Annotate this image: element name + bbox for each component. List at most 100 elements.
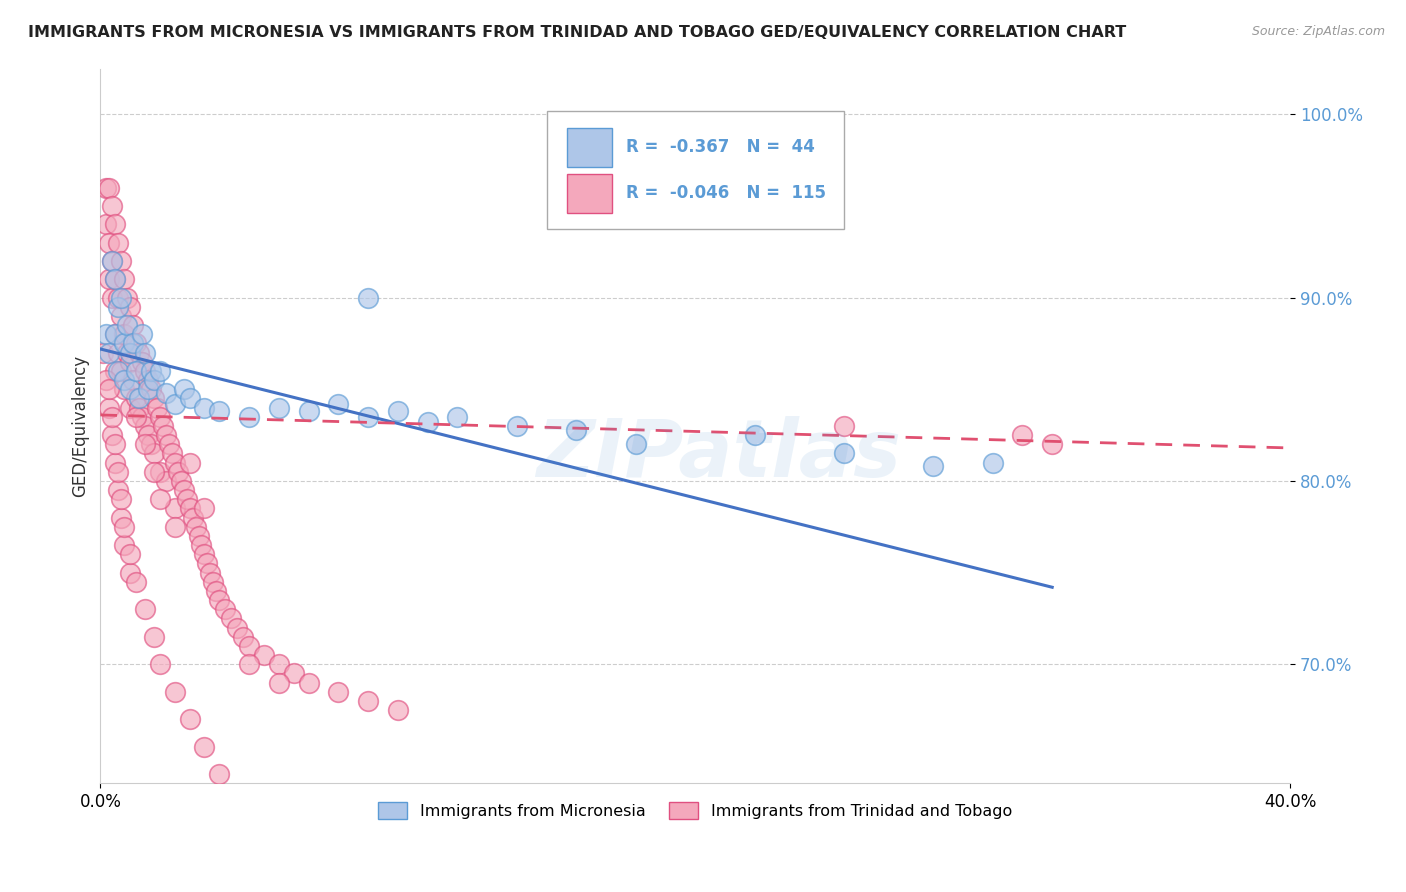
Point <box>173 483 195 497</box>
Point <box>112 373 135 387</box>
Point <box>98 180 121 194</box>
Point <box>98 235 121 250</box>
Point <box>149 465 172 479</box>
Point <box>107 465 129 479</box>
Point <box>238 639 260 653</box>
Point <box>104 364 127 378</box>
Point <box>125 392 148 406</box>
Point <box>107 345 129 359</box>
Point <box>142 465 165 479</box>
Point <box>922 459 945 474</box>
Point <box>107 364 129 378</box>
Point <box>155 386 177 401</box>
Point <box>297 675 319 690</box>
Text: IMMIGRANTS FROM MICRONESIA VS IMMIGRANTS FROM TRINIDAD AND TOBAGO GED/EQUIVALENC: IMMIGRANTS FROM MICRONESIA VS IMMIGRANTS… <box>28 25 1126 40</box>
Y-axis label: GED/Equivalency: GED/Equivalency <box>72 355 89 497</box>
Point <box>387 703 409 717</box>
Point <box>107 483 129 497</box>
Point <box>179 456 201 470</box>
Point <box>142 630 165 644</box>
Point <box>128 392 150 406</box>
Point <box>832 419 855 434</box>
Point <box>328 684 350 698</box>
Point <box>122 373 145 387</box>
Point <box>238 409 260 424</box>
Point <box>166 465 188 479</box>
Point <box>128 401 150 415</box>
Point <box>163 501 186 516</box>
Point <box>146 401 169 415</box>
Point <box>163 456 186 470</box>
Point <box>104 272 127 286</box>
Point <box>115 318 138 333</box>
Point <box>134 419 156 434</box>
Point <box>96 217 118 231</box>
Point <box>160 446 183 460</box>
Point <box>125 574 148 589</box>
Point <box>125 336 148 351</box>
Point <box>96 373 118 387</box>
Point <box>1011 428 1033 442</box>
Point <box>208 767 231 781</box>
Point <box>253 648 276 662</box>
Point <box>110 309 132 323</box>
Point <box>131 327 153 342</box>
Point <box>112 520 135 534</box>
Point <box>107 235 129 250</box>
Point <box>101 409 124 424</box>
Point <box>110 254 132 268</box>
Point <box>149 492 172 507</box>
Point <box>139 437 162 451</box>
Point <box>104 437 127 451</box>
Point <box>125 364 148 378</box>
Point <box>744 428 766 442</box>
Point <box>193 739 215 754</box>
Point <box>179 501 201 516</box>
Point <box>202 574 225 589</box>
Point <box>163 397 186 411</box>
Point <box>169 474 191 488</box>
Point <box>387 404 409 418</box>
Point <box>163 520 186 534</box>
Point <box>115 345 138 359</box>
Point <box>200 566 222 580</box>
Point <box>232 630 254 644</box>
Point <box>139 364 162 378</box>
Point <box>120 355 142 369</box>
Point <box>122 318 145 333</box>
Bar <box>567 128 612 167</box>
Point <box>981 456 1004 470</box>
Point <box>112 272 135 286</box>
Point <box>149 657 172 672</box>
Point <box>134 437 156 451</box>
Point <box>136 373 159 387</box>
Point <box>357 291 380 305</box>
Point <box>139 382 162 396</box>
Point <box>101 199 124 213</box>
Point <box>120 345 142 359</box>
Point <box>205 583 228 598</box>
Point <box>110 492 132 507</box>
Point <box>98 382 121 396</box>
Point <box>104 272 127 286</box>
Point <box>120 566 142 580</box>
Point <box>357 409 380 424</box>
Text: R =  -0.046   N =  115: R = -0.046 N = 115 <box>626 184 827 202</box>
Point <box>101 291 124 305</box>
Point <box>91 345 114 359</box>
Point <box>297 404 319 418</box>
Point <box>142 392 165 406</box>
Point <box>193 401 215 415</box>
Point <box>283 666 305 681</box>
Point <box>142 446 165 460</box>
Point <box>190 538 212 552</box>
Point <box>157 437 180 451</box>
Point <box>193 547 215 561</box>
Point <box>142 373 165 387</box>
Text: Source: ZipAtlas.com: Source: ZipAtlas.com <box>1251 25 1385 38</box>
Point <box>101 254 124 268</box>
Point <box>208 593 231 607</box>
Point <box>112 382 135 396</box>
Text: R =  -0.367   N =  44: R = -0.367 N = 44 <box>626 138 815 156</box>
Point <box>208 404 231 418</box>
